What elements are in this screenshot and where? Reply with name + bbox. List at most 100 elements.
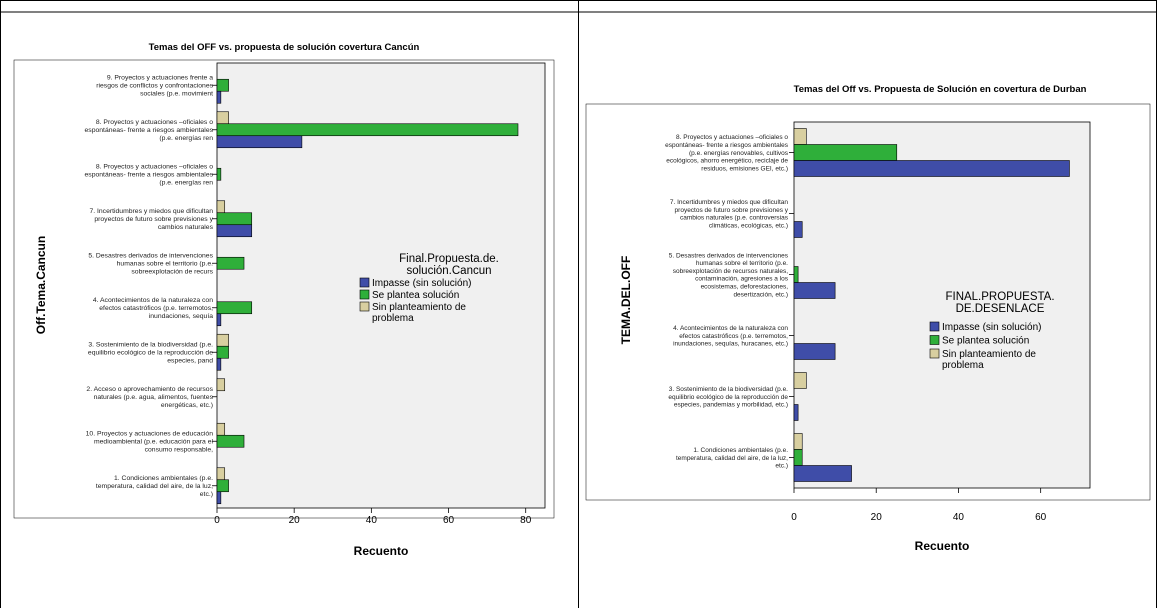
category-label: temperatura, calidad del aire, de la luz… xyxy=(96,483,213,490)
chart-title: Temas del Off vs. Propuesta de Solución … xyxy=(794,84,1087,95)
bar-se xyxy=(793,266,799,283)
category-label: cambios naturales (p.e. controversias xyxy=(680,215,789,222)
bar-sin xyxy=(793,128,807,145)
category-label: especies, pandemias y morbilidad, etc.) xyxy=(674,402,788,409)
bar-se xyxy=(793,449,803,466)
category-label: riesgos de conflictos y confrontaciones xyxy=(96,83,213,90)
category-label: 8. Proyectos y actuaciones –oficiales o xyxy=(96,119,213,126)
x-tick-label: 40 xyxy=(953,512,965,523)
category-label: 5. Desastres derivados de intervenciones xyxy=(669,252,789,259)
category-label: 7. Incertidumbres y miedos que dificulta… xyxy=(89,208,213,215)
category-label: 7. Incertidumbres y miedos que dificulta… xyxy=(670,199,789,206)
bar-impasse xyxy=(793,343,836,360)
category-label: etc.) xyxy=(775,463,788,470)
category-label: 3. Sostenimiento de la biodiversidad (p.… xyxy=(88,342,213,349)
bar-sin xyxy=(216,333,229,347)
x-axis-label: Recuento xyxy=(915,539,970,553)
category-label: (p.e. energías renovables, cultivos xyxy=(689,150,789,157)
category-label: residuos, emisiones GEI, etc.) xyxy=(701,165,788,172)
bar-sin xyxy=(216,378,226,392)
bar-impasse xyxy=(793,282,836,299)
bar-sin xyxy=(216,200,226,214)
category-label: espontáneas- frente a riesgos ambientale… xyxy=(85,127,214,134)
legend-swatch xyxy=(359,301,370,312)
bar-se xyxy=(216,345,229,359)
legend-title: FINAL.PROPUESTA. xyxy=(945,291,1054,303)
category-label: inundaciones, sequía xyxy=(149,313,213,320)
legend-label: Sin planteamiento de xyxy=(942,349,1036,360)
category-label: 8. Proyectos y actuaciones –oficiales o xyxy=(676,134,788,141)
category-label: espontáneas- frente a riesgos ambientale… xyxy=(665,142,789,149)
legend-swatch xyxy=(359,289,370,300)
category-label: 1. Condiciones ambientales (p.e. xyxy=(114,475,213,482)
category-label: energéticas, etc.) xyxy=(161,402,213,409)
x-tick-label: 60 xyxy=(1035,512,1047,523)
category-label: efectos catastróficos (p.e. terremotos, xyxy=(679,333,788,340)
bar-se xyxy=(216,123,519,137)
category-label: 1. Condiciones ambientales (p.e. xyxy=(693,447,788,454)
category-label: ecosistemas, deforestaciones, xyxy=(701,283,789,290)
bar-impasse xyxy=(793,404,799,421)
bar-se xyxy=(793,144,898,161)
chart-outer-frame xyxy=(13,59,555,519)
bar-impasse xyxy=(216,135,303,149)
category-label: medioambiental (p.e. educación para el xyxy=(94,439,214,446)
category-label: 2. Acceso o aprovechamiento de recursos xyxy=(86,386,213,393)
bar-impasse xyxy=(216,313,222,327)
x-axis-label: Recuento xyxy=(354,544,409,558)
x-tick-label: 60 xyxy=(443,515,455,526)
category-label: etc.) xyxy=(200,491,213,498)
category-label: equilibrio ecológico de la reproducción … xyxy=(88,350,213,357)
bar-impasse xyxy=(216,90,222,104)
legend-swatch xyxy=(929,348,940,359)
x-tick-label: 20 xyxy=(289,515,301,526)
legend-label: Impasse (sin solución) xyxy=(372,278,471,289)
category-label: inundaciones, sequías, huracanes, etc.) xyxy=(673,341,788,348)
bar-sin xyxy=(793,433,803,450)
bar-impasse xyxy=(216,224,253,238)
legend-swatch xyxy=(929,335,940,345)
x-tick-label: 80 xyxy=(520,515,532,526)
chart-outer-frame xyxy=(585,103,1151,501)
legend-swatch xyxy=(929,321,940,332)
category-label: humanas sobre el territorio (p.e. xyxy=(117,261,213,268)
x-tick-label: 0 xyxy=(214,515,220,526)
category-label: equilibrio ecológico de la reproducción … xyxy=(668,394,788,401)
bar-se xyxy=(216,78,229,92)
bar-se xyxy=(216,479,229,493)
legend-label: Sin planteamiento de xyxy=(372,302,466,313)
plot-background xyxy=(793,121,1091,489)
bar-impasse xyxy=(793,221,803,238)
bar-se xyxy=(216,256,245,270)
bar-sin xyxy=(216,111,229,125)
legend-label: problema xyxy=(942,360,984,371)
category-label: ecológicos, ahorro energético, reciclaje… xyxy=(666,158,788,165)
bar-impasse xyxy=(793,160,1070,177)
legend-title: solución.Cancun xyxy=(406,265,491,277)
bar-sin xyxy=(216,422,226,436)
category-label: climáticas, ecológicas, etc.) xyxy=(709,222,788,229)
category-label: naturales (p.e. agua, alimentos, fuentes xyxy=(94,394,214,401)
legend-swatch xyxy=(359,277,370,288)
category-label: 8. Proyectos y actuaciones –oficiales o xyxy=(96,164,213,171)
category-label: efectos catastróficos (p.e. terremotos, xyxy=(99,305,213,312)
category-label: cambios naturales xyxy=(158,224,214,231)
category-label: humanas sobre el territorio (p.e. xyxy=(696,260,788,267)
legend-title: DE.DESENLACE xyxy=(956,303,1045,315)
category-label: especies, pand xyxy=(167,358,213,365)
legend-label: problema xyxy=(372,313,414,324)
category-label: consumo responsable, xyxy=(145,447,213,454)
category-label: contaminación, agresiones a los xyxy=(695,276,789,283)
category-label: sociales (p.e. movimient xyxy=(140,91,213,98)
legend-label: Se plantea solución xyxy=(942,336,1029,347)
category-label: sobreexplotación de recursos naturales, xyxy=(673,268,788,275)
bar-impasse xyxy=(793,465,852,482)
x-tick-label: 20 xyxy=(871,512,883,523)
bar-se xyxy=(216,301,253,315)
bar-sin xyxy=(793,372,807,389)
category-label: (p.e. energías ren xyxy=(159,180,213,187)
category-label: 5. Desastres derivados de intervenciones xyxy=(88,253,213,260)
bar-impasse xyxy=(216,491,222,505)
bar-sin xyxy=(216,467,226,481)
